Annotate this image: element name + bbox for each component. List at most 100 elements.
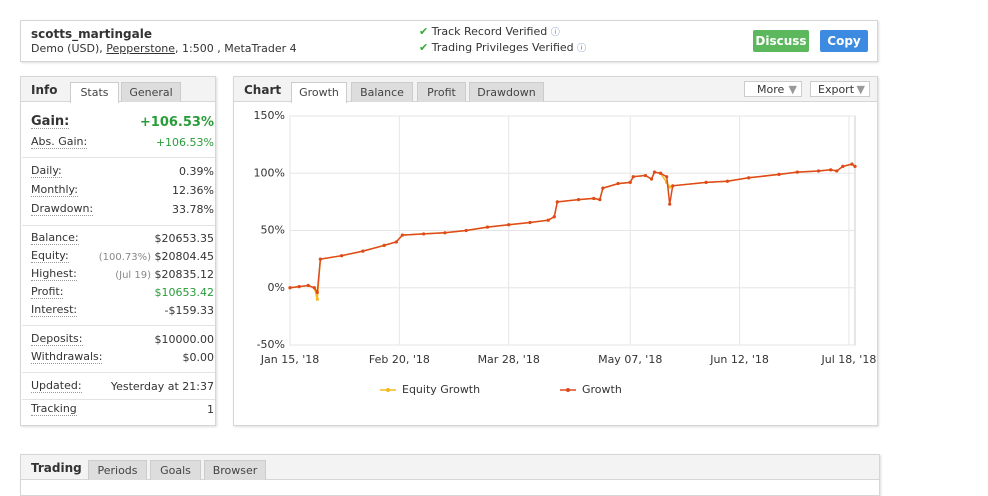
stat-number: 33.78% bbox=[172, 203, 214, 216]
data-point bbox=[777, 172, 781, 176]
stat-value: (100.73%) $20804.45 bbox=[99, 249, 214, 266]
export-button[interactable]: Export ▼ bbox=[810, 81, 870, 97]
broker-link[interactable]: Pepperstone bbox=[106, 42, 176, 55]
data-point bbox=[747, 176, 751, 180]
stat-row: Tracking 1 bbox=[31, 402, 214, 418]
stat-label: Interest: bbox=[31, 303, 78, 317]
account-details: Demo (USD), Pepperstone, 1:500 , MetaTra… bbox=[31, 42, 297, 55]
data-point bbox=[652, 170, 657, 174]
data-point bbox=[340, 254, 344, 258]
stat-number: $0.00 bbox=[182, 351, 215, 364]
stat-number: 0.39% bbox=[179, 165, 214, 178]
tab[interactable]: General bbox=[121, 82, 181, 102]
button-label: More bbox=[757, 83, 785, 96]
stat-value: +106.53% bbox=[140, 115, 214, 131]
account-title: scotts_martingale bbox=[31, 27, 152, 41]
data-point bbox=[485, 225, 490, 229]
stat-value: 33.78% bbox=[172, 202, 214, 218]
stat-number: 12.36% bbox=[172, 184, 214, 197]
data-point bbox=[835, 169, 839, 173]
separator bbox=[22, 399, 215, 400]
data-point bbox=[312, 286, 316, 290]
data-point bbox=[297, 285, 301, 289]
discuss-button[interactable]: Discuss bbox=[753, 30, 809, 52]
data-point bbox=[601, 186, 605, 190]
stat-value: $10000.00 bbox=[155, 332, 215, 348]
data-point bbox=[725, 179, 730, 183]
data-point bbox=[422, 232, 426, 236]
data-point bbox=[850, 162, 854, 166]
stat-row: Withdrawals: $0.00 bbox=[31, 350, 214, 366]
tab[interactable]: Drawdown bbox=[469, 82, 544, 102]
data-point bbox=[528, 220, 532, 225]
data-point bbox=[704, 180, 708, 185]
data-point bbox=[361, 249, 365, 253]
data-point bbox=[306, 283, 310, 288]
data-point bbox=[315, 290, 319, 294]
tab[interactable]: Balance bbox=[351, 82, 413, 102]
data-point bbox=[382, 243, 386, 247]
stat-row: Updated: Yesterday at 21:37 bbox=[31, 379, 214, 395]
tab-bar: Info Stats General bbox=[21, 77, 215, 103]
verified-text: Trading Privileges Verified bbox=[431, 41, 574, 54]
button-label: Export bbox=[818, 83, 855, 96]
stat-number: $10000.00 bbox=[154, 333, 215, 346]
stat-label: Drawdown: bbox=[31, 202, 94, 216]
stat-value: Yesterday at 21:37 bbox=[111, 379, 214, 395]
stat-number: +106.53% bbox=[139, 115, 214, 130]
stat-note: (Jul 19) bbox=[115, 270, 151, 281]
stat-number: Yesterday at 21:37 bbox=[110, 380, 214, 393]
stat-number: $20653.35 bbox=[154, 232, 215, 245]
verified-item: ✔ Trading Privileges Verified ⓘ bbox=[419, 41, 587, 54]
data-point bbox=[315, 297, 319, 301]
stat-row: Highest: (Jul 19) $20835.12 bbox=[31, 267, 214, 283]
data-point bbox=[668, 202, 672, 206]
data-point bbox=[616, 181, 620, 186]
stat-value: 12.36% bbox=[172, 183, 214, 199]
account-type: Demo (USD), bbox=[31, 42, 107, 55]
y-tick-label: 100% bbox=[254, 166, 285, 179]
stat-number: -$159.33 bbox=[164, 304, 214, 317]
tab[interactable]: Profit bbox=[417, 82, 466, 102]
data-point bbox=[592, 196, 596, 201]
separator bbox=[22, 325, 215, 326]
data-point bbox=[464, 228, 468, 233]
stat-value: $0.00 bbox=[183, 350, 215, 366]
y-tick-label: 50% bbox=[261, 224, 285, 237]
data-point bbox=[671, 184, 675, 188]
copy-button[interactable]: Copy bbox=[820, 30, 868, 52]
more-button[interactable]: More ▼ bbox=[744, 81, 802, 97]
data-point bbox=[628, 180, 632, 185]
legend-swatch bbox=[566, 388, 570, 392]
stat-label: Equity: bbox=[31, 249, 69, 263]
data-point bbox=[394, 240, 398, 244]
stat-label: Gain: bbox=[31, 114, 70, 129]
separator bbox=[22, 372, 215, 373]
stat-row: Profit: $10653.42 bbox=[31, 285, 214, 301]
x-tick-label: Jul 18, '18 bbox=[821, 353, 877, 366]
legend-label: Growth bbox=[582, 383, 622, 396]
stat-label: Profit: bbox=[31, 285, 64, 299]
verified-text: Track Record Verified bbox=[431, 25, 548, 38]
data-point bbox=[555, 200, 559, 204]
data-point bbox=[658, 171, 663, 175]
stat-row: Balance: $20653.35 bbox=[31, 231, 214, 247]
stat-label: Highest: bbox=[31, 267, 77, 281]
data-point bbox=[795, 170, 799, 174]
x-tick-label: Jun 12, '18 bbox=[709, 353, 769, 366]
y-tick-label: 0% bbox=[268, 281, 285, 294]
panel-title: Info bbox=[31, 83, 58, 97]
stat-label: Tracking bbox=[31, 402, 77, 416]
legend-label: Equity Growth bbox=[402, 383, 480, 396]
y-tick-label: -50% bbox=[257, 338, 285, 351]
tab[interactable]: Stats bbox=[70, 82, 119, 103]
tab[interactable]: Growth bbox=[291, 82, 347, 103]
data-point bbox=[288, 286, 292, 290]
stat-label: Monthly: bbox=[31, 183, 78, 197]
data-point bbox=[318, 257, 322, 261]
stat-label: Withdrawals: bbox=[31, 350, 103, 364]
stat-number: +106.53% bbox=[155, 136, 214, 149]
data-point bbox=[665, 175, 669, 179]
stat-row: Equity: (100.73%) $20804.45 bbox=[31, 249, 214, 265]
stat-value: 0.39% bbox=[179, 164, 214, 180]
